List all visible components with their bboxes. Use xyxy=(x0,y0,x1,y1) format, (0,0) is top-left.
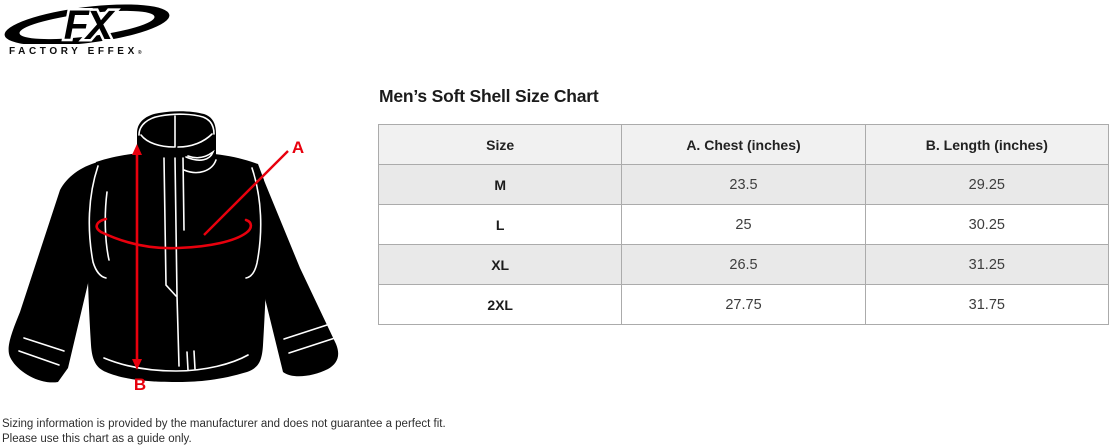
logo-subtext: FACTORY EFFEX® xyxy=(2,46,172,57)
size-value: 2XL xyxy=(377,284,623,325)
chest-value: 27.75 xyxy=(621,284,866,325)
registered-mark: ® xyxy=(137,50,142,56)
length-value: 29.25 xyxy=(864,164,1110,205)
size-value: M xyxy=(377,164,623,205)
table-row-xl: XL 26.5 31.25 xyxy=(377,244,1110,285)
table-row-2xl: 2XL 27.75 31.75 xyxy=(377,284,1110,325)
logo-fx-text: FX xyxy=(64,4,116,44)
measurement-annotations: A B xyxy=(95,138,304,394)
length-value: 30.25 xyxy=(864,204,1110,245)
factory-effex-logo: FX FACTORY EFFEX® xyxy=(2,0,172,57)
label-b: B xyxy=(134,375,146,394)
size-chart-table: Size A. Chest (inches) B. Length (inches… xyxy=(377,124,1110,325)
chest-value: 23.5 xyxy=(621,164,866,205)
jacket-measurement-figure: A B xyxy=(8,111,339,394)
column-header-size: Size xyxy=(377,124,623,165)
logo-subtext-label: FACTORY EFFEX xyxy=(9,46,138,57)
length-value: 31.75 xyxy=(864,284,1110,325)
fx-logo-icon: FX xyxy=(4,0,170,51)
header-row: Size A. Chest (inches) B. Length (inches… xyxy=(377,124,1110,165)
column-header-chest: A. Chest (inches) xyxy=(621,124,866,165)
chest-value: 26.5 xyxy=(621,244,866,285)
length-value: 31.25 xyxy=(864,244,1110,285)
chest-pointer-line xyxy=(203,150,289,236)
disclaimer-line-2: Please use this chart as a guide only. xyxy=(2,432,192,445)
table-row-m: M 23.5 29.25 xyxy=(377,164,1110,205)
table-row-l: L 25 30.25 xyxy=(377,204,1110,245)
chest-measure-ellipse xyxy=(95,217,253,250)
size-value: XL xyxy=(377,244,623,285)
chest-value: 25 xyxy=(621,204,866,245)
label-a: A xyxy=(292,138,304,157)
sizing-disclaimer: Sizing information is provided by the ma… xyxy=(2,417,446,446)
size-value: L xyxy=(377,204,623,245)
arrow-down-icon xyxy=(132,359,142,370)
column-header-length: B. Length (inches) xyxy=(864,124,1110,165)
size-chart-title: Men’s Soft Shell Size Chart xyxy=(379,86,599,106)
disclaimer-line-1: Sizing information is provided by the ma… xyxy=(2,418,446,430)
arrow-up-icon xyxy=(132,144,142,155)
jacket-seam-details xyxy=(18,113,336,372)
